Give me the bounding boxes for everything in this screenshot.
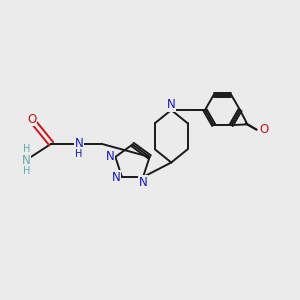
Text: N: N [106, 150, 114, 164]
Text: O: O [27, 113, 37, 126]
Text: H: H [22, 166, 30, 176]
Text: N: N [167, 98, 176, 111]
Text: O: O [259, 123, 268, 136]
Text: H: H [75, 149, 82, 159]
Text: H: H [22, 145, 30, 154]
Text: N: N [139, 176, 148, 189]
Text: N: N [112, 171, 121, 184]
Text: N: N [74, 137, 83, 150]
Text: N: N [22, 154, 31, 166]
